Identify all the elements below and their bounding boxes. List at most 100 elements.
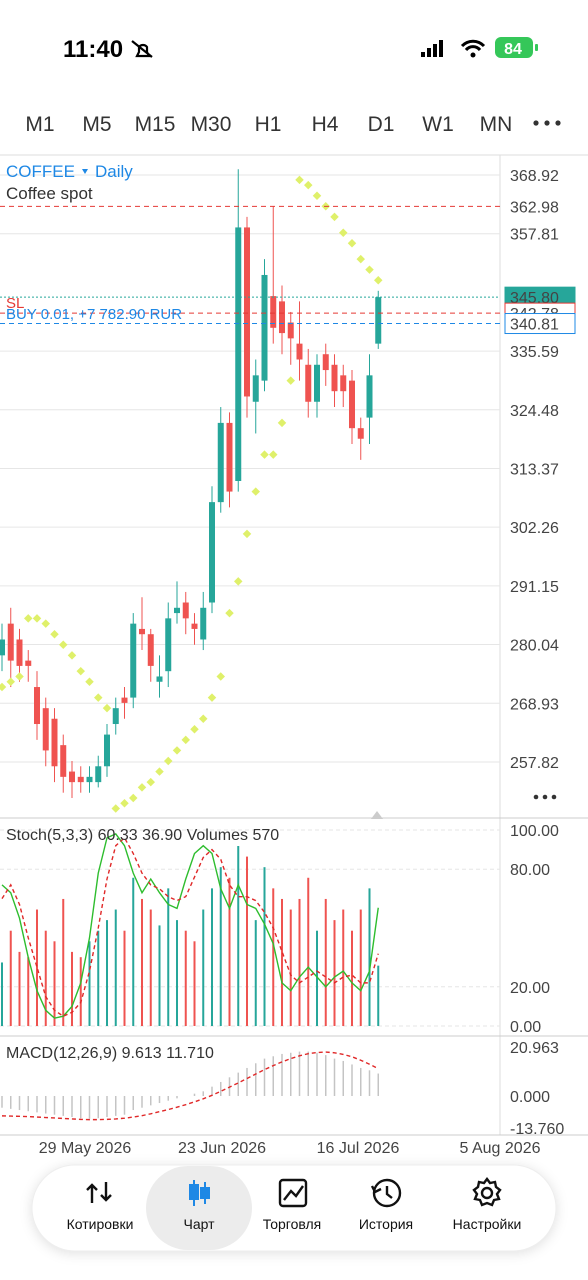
- volume-bar: [1, 962, 3, 1027]
- sar-dot: [41, 619, 50, 628]
- timeframe-button[interactable]: M1: [25, 113, 54, 136]
- volume-bar: [228, 877, 231, 1027]
- candle-body: [130, 623, 137, 698]
- timeframe-button[interactable]: W1: [422, 113, 454, 136]
- macd-signal-line: [1, 1051, 379, 1121]
- sar-dot: [286, 376, 295, 385]
- volume-bar: [307, 877, 310, 1027]
- status-time: 11:40: [63, 36, 123, 63]
- candle-body: [112, 708, 119, 725]
- y-tick-label: 0.00: [510, 1019, 541, 1036]
- sl-label: SL: [6, 295, 24, 312]
- candle-body: [86, 776, 93, 783]
- volume-bar: [272, 888, 275, 1027]
- sar-dot: [50, 629, 59, 639]
- y-tick-label: 313.37: [510, 461, 559, 478]
- candle-body: [34, 687, 40, 725]
- macd-value: 9.613: [122, 1045, 162, 1062]
- x-tick-label: 5 Aug 2026: [460, 1140, 541, 1157]
- volume-bar: [359, 909, 362, 1027]
- symbol-dropdown[interactable]: [82, 169, 88, 174]
- sar-dot: [181, 735, 190, 745]
- candle-body: [209, 502, 215, 603]
- candle-body: [51, 718, 58, 767]
- candle-body: [174, 607, 180, 614]
- candle-body: [296, 343, 303, 360]
- tab-button[interactable]: Чарт: [183, 1216, 215, 1232]
- timeframe-button[interactable]: MN: [480, 113, 513, 136]
- sar-dot: [76, 666, 85, 676]
- more-button[interactable]: [533, 794, 557, 800]
- sar-dot: [155, 767, 164, 776]
- stoch-title: Stoch(5,3,3): [6, 827, 93, 844]
- scroll-marker[interactable]: [371, 811, 383, 819]
- volume-bar: [114, 909, 117, 1027]
- candle-body: [191, 623, 198, 629]
- timeframe-button[interactable]: D1: [368, 113, 395, 136]
- volume-bar: [316, 930, 318, 1027]
- volume-bar: [351, 930, 353, 1027]
- candle-body: [349, 380, 355, 429]
- volume-bar: [176, 920, 178, 1027]
- macd-signal: 11.710: [166, 1045, 214, 1062]
- timeframe-button[interactable]: M5: [82, 113, 111, 136]
- volume-bar: [281, 898, 283, 1027]
- candle-body: [340, 375, 347, 392]
- sar-dot: [251, 487, 260, 496]
- candle-body: [287, 322, 294, 339]
- volume-bar: [132, 877, 135, 1027]
- y-tick-label: -13.760: [510, 1121, 564, 1138]
- timeframe-button[interactable]: M15: [135, 113, 176, 136]
- sar-dot: [356, 254, 365, 264]
- timeframe-button[interactable]: M30: [191, 113, 232, 136]
- candle-body: [165, 618, 172, 672]
- volume-bar: [324, 898, 327, 1027]
- volume-bar: [202, 909, 205, 1027]
- y-tick-label: 302.26: [510, 520, 559, 537]
- volume-bar: [211, 888, 213, 1027]
- tab-button[interactable]: История: [359, 1216, 413, 1232]
- y-tick-label: 257.82: [510, 755, 559, 772]
- active-tab-bg: [146, 1166, 252, 1250]
- x-tick-label: 23 Jun 2026: [178, 1140, 266, 1157]
- volumes-title: Volumes: [187, 827, 248, 844]
- volume-bar: [333, 920, 336, 1027]
- candle-body: [156, 676, 163, 682]
- stoch-main: 60.33: [98, 827, 138, 844]
- volume-bar: [237, 846, 240, 1027]
- sar-dot: [277, 418, 287, 428]
- tab-bar: [31, 1164, 557, 1252]
- tab-button[interactable]: Котировки: [67, 1216, 134, 1232]
- candle-body: [182, 602, 189, 619]
- more-button[interactable]: [533, 120, 561, 126]
- candle-body: [331, 364, 338, 392]
- candle-body: [42, 708, 49, 751]
- y-tick-label: 368.92: [510, 168, 559, 185]
- volume-bar: [53, 941, 56, 1027]
- volume-bar: [44, 930, 47, 1027]
- sar-dot: [269, 450, 278, 459]
- timeframe-button[interactable]: H4: [312, 113, 339, 136]
- y-tick-label: 324.48: [510, 403, 559, 420]
- candle-body: [279, 301, 285, 334]
- volume-bar: [342, 909, 345, 1027]
- candle-body: [121, 697, 128, 703]
- tab-button[interactable]: Торговля: [263, 1216, 321, 1232]
- price-label: 340.81: [510, 317, 559, 334]
- candle-body: [270, 296, 277, 328]
- candle-body: [25, 660, 32, 666]
- timeframe-button[interactable]: H1: [255, 113, 282, 136]
- candle-body: [375, 297, 382, 344]
- symbol[interactable]: COFFEE: [6, 162, 75, 181]
- order-label: BUY 0.01, +7 782.90 RUR: [6, 306, 182, 323]
- volume-bar: [141, 898, 143, 1027]
- volume-bar: [79, 957, 82, 1027]
- price-label-box: [504, 313, 576, 335]
- volume-bar: [106, 920, 108, 1027]
- volume-bar: [123, 930, 126, 1027]
- y-tick-label: 291.15: [510, 579, 559, 596]
- volume-bar: [36, 909, 38, 1027]
- status-icons: [131, 37, 538, 58]
- tab-button[interactable]: Настройки: [453, 1216, 522, 1232]
- macd-title: MACD(12,26,9): [6, 1045, 117, 1062]
